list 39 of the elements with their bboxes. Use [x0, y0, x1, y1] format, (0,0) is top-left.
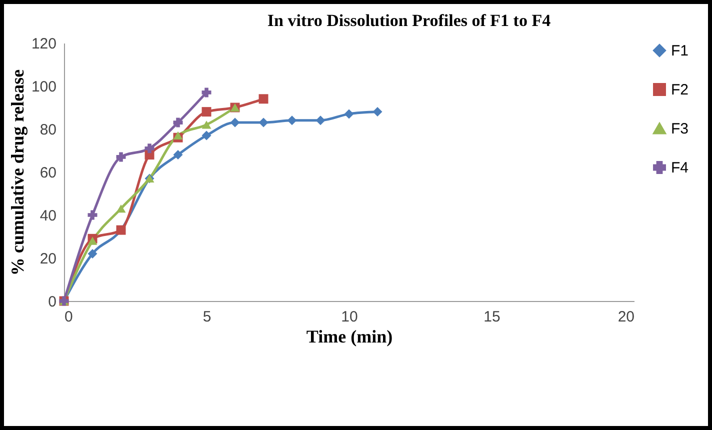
legend-label: F2 — [671, 82, 689, 98]
y-tick-label: 20 — [40, 250, 56, 268]
point — [173, 131, 183, 140]
point — [372, 107, 382, 117]
x-tick-label: 0 — [64, 308, 73, 326]
y-tick-label: 40 — [40, 208, 56, 224]
point — [144, 144, 154, 154]
point — [258, 118, 268, 128]
point — [202, 107, 212, 117]
point — [116, 204, 126, 213]
point — [316, 116, 326, 126]
legend-label: F4 — [671, 160, 689, 176]
legend-label: F1 — [671, 42, 689, 60]
point — [202, 130, 212, 140]
legend-label: F3 — [671, 120, 689, 138]
point — [202, 120, 212, 129]
point — [173, 118, 183, 128]
chart-title: In vitro Dissolution Profiles of F1 to F4 — [267, 11, 552, 30]
point — [88, 248, 98, 258]
y-tick-label: 120 — [31, 36, 56, 52]
point — [173, 150, 183, 160]
y-tick-label: 0 — [48, 294, 56, 310]
point — [88, 236, 98, 245]
y-axis-title: % cumulative drug release — [7, 69, 28, 276]
x-tick-label: 10 — [341, 308, 358, 326]
point — [230, 118, 240, 128]
x-tick-label: 20 — [618, 308, 634, 326]
point — [287, 116, 297, 126]
y-tick-label: 80 — [40, 122, 56, 138]
y-tick-label: 100 — [31, 78, 56, 96]
y-tick-label: 60 — [40, 164, 56, 182]
point — [258, 94, 268, 104]
point — [202, 88, 212, 98]
point — [88, 210, 98, 220]
x-tick-label: 5 — [202, 308, 212, 326]
x-tick-label: 15 — [484, 308, 500, 326]
point — [116, 152, 126, 162]
x-axis-title: Time (min) — [306, 326, 393, 346]
point — [344, 109, 354, 119]
